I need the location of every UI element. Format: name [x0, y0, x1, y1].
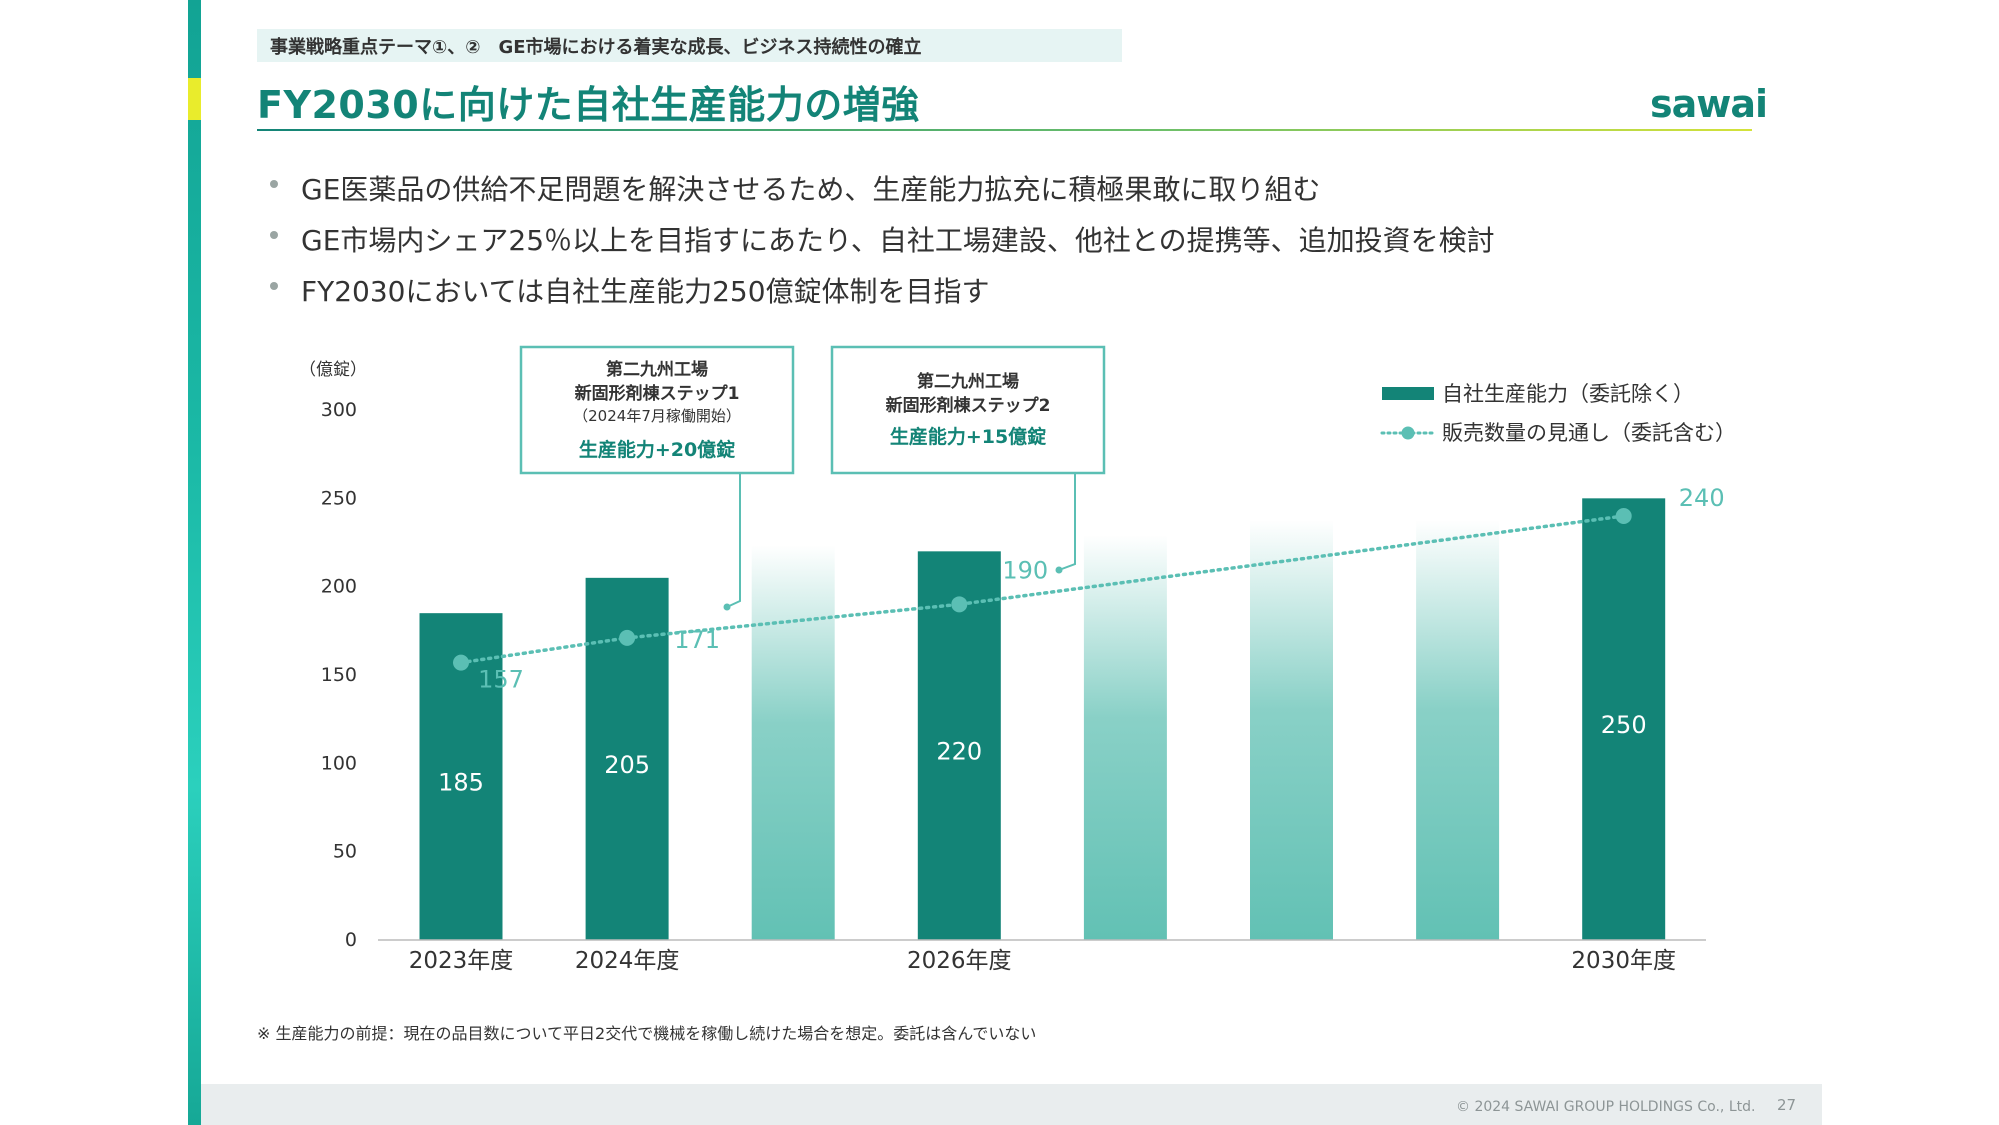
forecast-value-label: 171 — [674, 626, 720, 654]
bar-value-label: 250 — [1601, 711, 1647, 739]
legend-bar-swatch — [1382, 387, 1434, 400]
sales-forecast-point — [1615, 508, 1632, 524]
legend-line-label: 販売数量の見通し（委託含む） — [1442, 421, 1736, 445]
forecast-value-label: 157 — [478, 666, 524, 694]
callout-text: 第二九州工場 — [917, 371, 1019, 392]
y-axis-label: （億錠） — [299, 360, 367, 380]
title-underline — [257, 129, 1752, 131]
bar-value-label: 185 — [438, 769, 484, 797]
copyright: © 2024 SAWAI GROUP HOLDINGS Co., Ltd. — [1456, 1099, 1756, 1115]
callout-text: 新固形剤棟ステップ1 — [575, 383, 740, 404]
y-tick-label: 200 — [321, 576, 357, 598]
y-tick-label: 100 — [321, 752, 357, 774]
callout-box — [830, 345, 1106, 475]
y-tick-label: 0 — [345, 929, 357, 951]
legend-bar-label: 自社生産能力（委託除く） — [1442, 382, 1694, 406]
capacity-bar — [1582, 498, 1666, 940]
y-tick-label: 300 — [321, 399, 357, 421]
bullet-text: GE医薬品の供給不足問題を解決させるため、生産能力拡充に積極果敢に取り組む — [301, 173, 1321, 206]
callout-text: （2024年7月稼働開始） — [573, 407, 741, 425]
bullet-text: FY2030においては自社生産能力250億錠体制を目指す — [301, 275, 990, 308]
callout-leader-dot — [723, 603, 731, 611]
topic-label: 事業戦略重点テーマ①、② GE市場における着実な成長、ビジネス持続性の確立 — [270, 37, 922, 58]
forecast-value-label: 240 — [1679, 484, 1725, 512]
placeholder-bar — [1416, 520, 1500, 940]
x-tick-label: 2024年度 — [575, 948, 680, 974]
y-tick-label: 50 — [333, 841, 357, 863]
forecast-value-label: 190 — [1002, 556, 1048, 584]
callout-leader-dot — [1055, 566, 1063, 574]
callout-box — [519, 345, 795, 475]
footer-band — [201, 1084, 1822, 1125]
bullet-text: GE市場内シェア25％以上を目指すにあたり、自社工場建設、他社との提携等、追加投… — [301, 224, 1495, 257]
page-title: FY2030に向けた自社生産能力の増強 — [257, 83, 920, 127]
bar-value-label: 205 — [604, 751, 650, 779]
callout-text: 新固形剤棟ステップ2 — [886, 395, 1051, 416]
callout-leader-line — [726, 473, 741, 608]
callout-text: 第二九州工場 — [606, 359, 708, 380]
callout-text: 生産能力+15億錠 — [890, 425, 1046, 448]
topic-band — [257, 29, 1122, 62]
placeholder-bar — [1083, 535, 1167, 940]
sales-forecast-line — [459, 514, 1626, 665]
x-tick-label: 2023年度 — [409, 948, 514, 974]
sales-forecast-point — [453, 654, 469, 671]
legend-line-point — [1401, 426, 1415, 440]
page-number: 27 — [1777, 1096, 1797, 1114]
sales-forecast-point — [951, 596, 968, 613]
sawai-logo: sawai — [1650, 82, 1768, 126]
left-accent-highlight — [188, 78, 201, 120]
left-accent-bar — [188, 0, 201, 1125]
callout-text: 生産能力+20億錠 — [579, 438, 735, 461]
bullet-dot-icon — [270, 231, 278, 239]
placeholder-bar — [751, 545, 835, 940]
callout-leader-line — [1058, 473, 1076, 571]
y-tick-label: 150 — [321, 664, 357, 686]
bar-value-label: 220 — [936, 738, 982, 766]
bullet-dot-icon — [270, 282, 278, 290]
footnote: ※ 生産能力の前提：現在の品目数について平日2交代で機械を稼働し続けた場合を想定… — [257, 1024, 1037, 1043]
x-tick-label: 2030年度 — [1571, 948, 1676, 974]
sales-forecast-point — [619, 629, 636, 646]
bullet-dot-icon — [270, 180, 278, 188]
placeholder-bar — [1250, 520, 1333, 940]
x-tick-label: 2026年度 — [907, 948, 1012, 974]
capacity-bar — [917, 551, 1001, 940]
y-tick-label: 250 — [321, 487, 357, 509]
